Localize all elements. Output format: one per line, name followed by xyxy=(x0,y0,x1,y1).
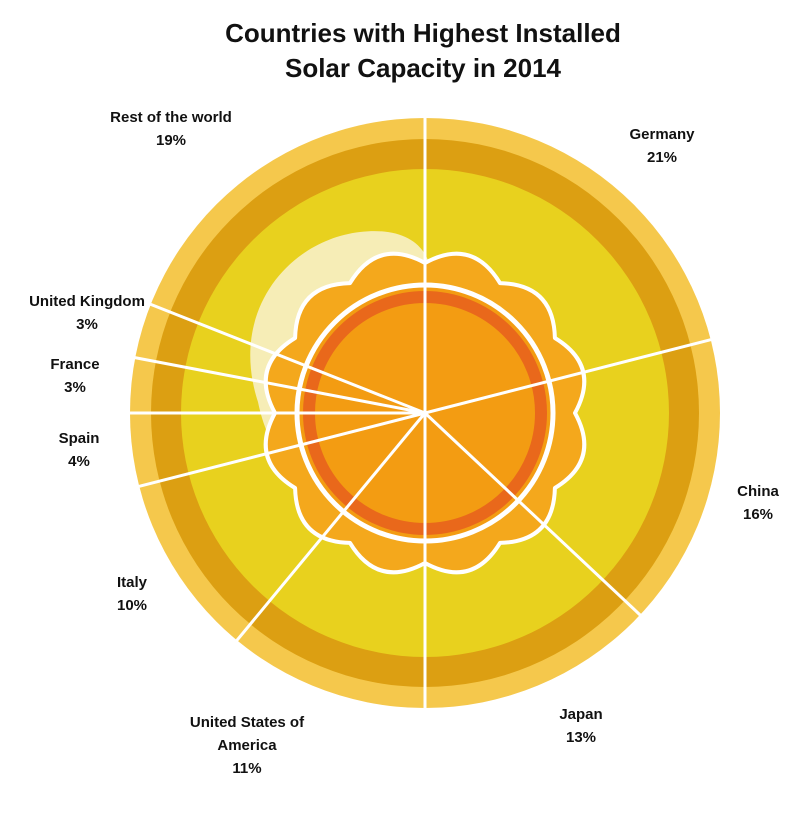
slice-label: France 3% xyxy=(50,353,99,399)
slice-label: Germany 21% xyxy=(629,123,694,169)
slice-label-value: 19% xyxy=(155,132,187,149)
slice-label: United States of America 11% xyxy=(190,711,304,780)
slice-divider xyxy=(235,412,427,643)
slice-label-value: 3% xyxy=(76,316,98,333)
slice-label-value: 11% xyxy=(232,760,262,777)
chart-title-line-2: Solar Capacity in 2014 xyxy=(284,53,562,83)
slice-label-name: Japan xyxy=(559,706,603,723)
slice-label-name: United Kingdom xyxy=(29,293,145,310)
slice-divider xyxy=(424,337,713,415)
slice-label: China 16% xyxy=(737,480,779,526)
slice-label-value: 4% xyxy=(68,453,90,470)
slice-label-name: Spain xyxy=(58,430,100,447)
slice-label: Japan 13% xyxy=(559,703,602,749)
slice-divider xyxy=(133,356,426,415)
slice-label-name: United States of xyxy=(189,714,305,731)
slice-label-name: America xyxy=(217,737,277,754)
slice-label-name: Germany xyxy=(629,126,695,143)
chart-title-line-1: Countries with Highest Installed xyxy=(225,18,621,48)
slice-label-name: France xyxy=(50,356,100,373)
slice-divider xyxy=(149,302,426,415)
slice-label: Spain 4% xyxy=(59,427,100,473)
chart-title: Countries with Highest Installed Solar C… xyxy=(0,16,800,86)
slice-label-value: 3% xyxy=(64,379,86,396)
slice-label-name: Rest of the world xyxy=(110,109,232,126)
slice-label: Italy 10% xyxy=(117,571,147,617)
slice-label-value: 21% xyxy=(646,149,678,166)
slice-label-value: 13% xyxy=(565,729,597,746)
slice-label-value: 10% xyxy=(116,597,148,614)
slice-label: United Kingdom 3% xyxy=(29,290,145,336)
slice-label-name: Italy xyxy=(116,574,147,591)
slice-divider xyxy=(137,411,426,489)
slice-label: Rest of the world 19% xyxy=(110,106,232,152)
slice-dividers xyxy=(129,117,713,709)
slice-label-name: China xyxy=(737,483,779,500)
slice-divider xyxy=(423,411,642,617)
slice-label-value: 16% xyxy=(742,506,774,523)
